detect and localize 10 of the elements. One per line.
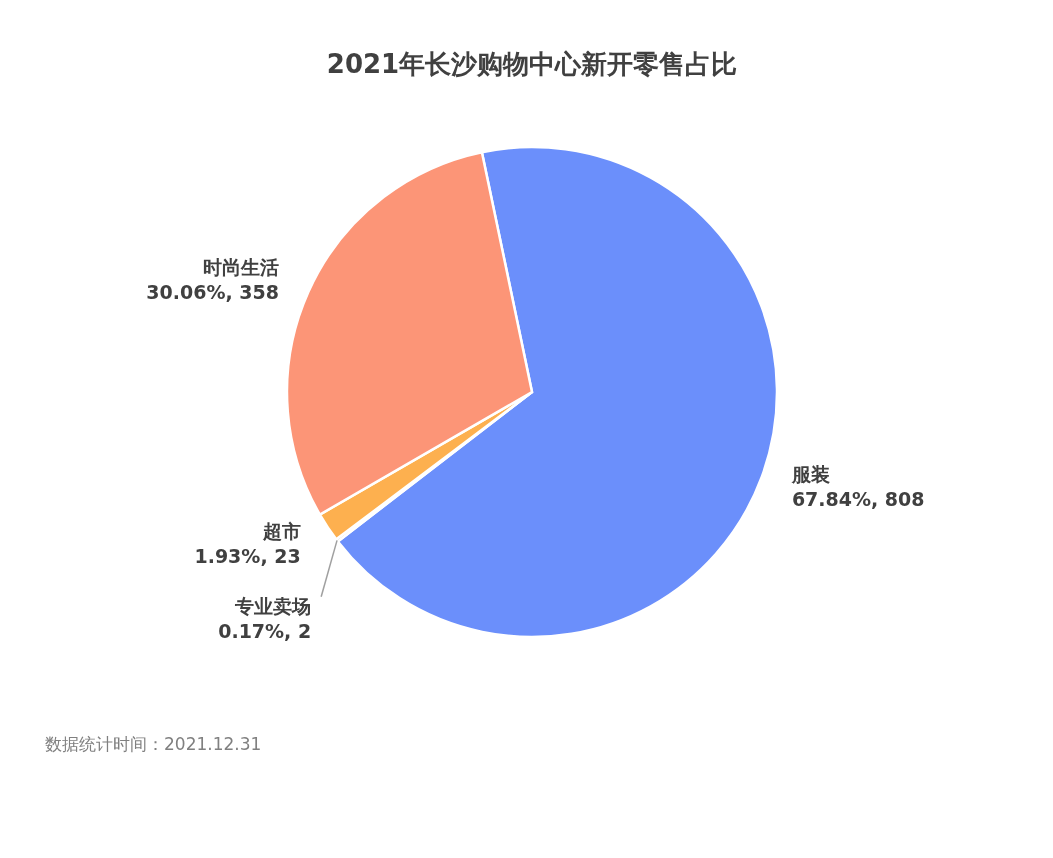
slice-label: 时尚生活 xyxy=(202,255,279,278)
data-label: 0.17%, 2 xyxy=(218,619,312,642)
text: 数据统计时间：2021.12.31 xyxy=(45,734,262,754)
data-label: 67.84%, 808 xyxy=(791,488,925,511)
slice-label: 超市 xyxy=(261,519,301,542)
slice-label: 专业卖场 xyxy=(234,594,312,617)
data-label: 30.06%, 358 xyxy=(146,280,279,303)
slice-label: 服装 xyxy=(790,463,830,486)
data-label: 1.93%, 23 xyxy=(194,544,301,567)
chart-title: 2021年长沙购物中心新开零售占比 xyxy=(326,49,738,79)
